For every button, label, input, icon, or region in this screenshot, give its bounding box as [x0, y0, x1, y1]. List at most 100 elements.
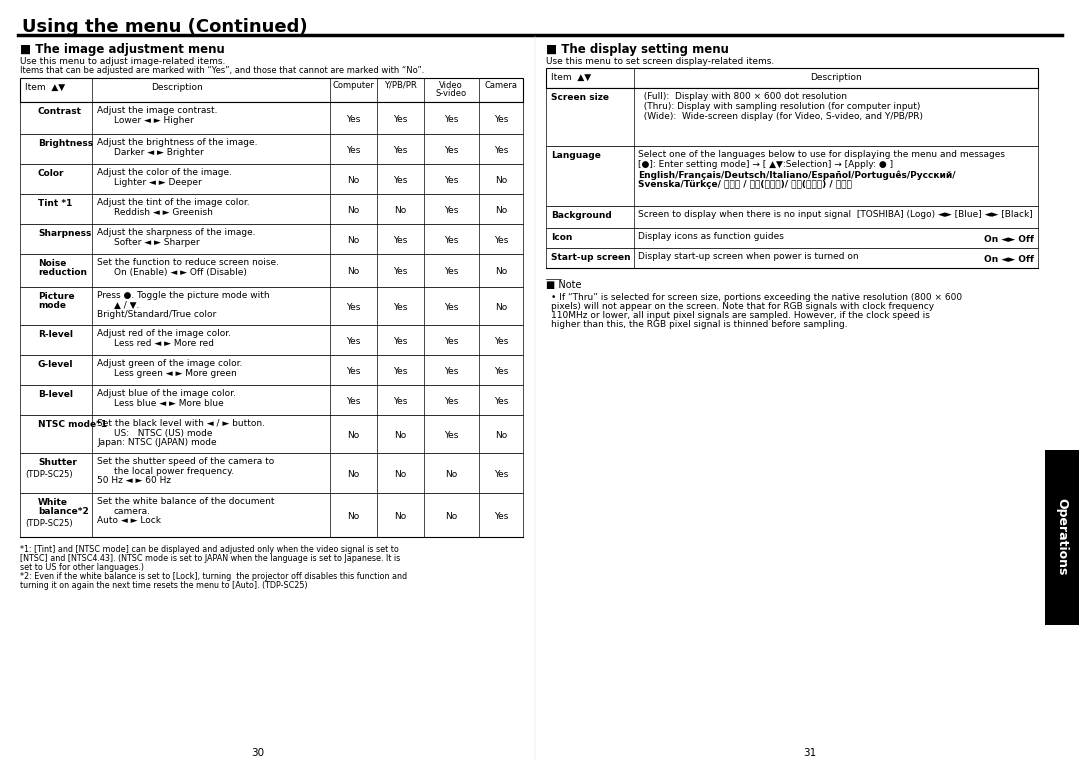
Text: Adjust the sharpness of the image.: Adjust the sharpness of the image. — [97, 228, 256, 237]
Text: Yes: Yes — [494, 367, 509, 376]
Text: Yes: Yes — [444, 236, 458, 245]
Text: Screen size: Screen size — [551, 93, 609, 102]
Text: Yes: Yes — [346, 115, 361, 124]
Text: Yes: Yes — [393, 146, 407, 155]
Text: No: No — [347, 176, 360, 185]
Text: Yes: Yes — [444, 267, 458, 276]
Text: B-level: B-level — [38, 390, 73, 399]
Text: Lower ◄ ► Higher: Lower ◄ ► Higher — [114, 116, 193, 125]
Text: mode: mode — [38, 301, 66, 310]
Text: (Wide):  Wide-screen display (for Video, S-video, and Y/PB/PR): (Wide): Wide-screen display (for Video, … — [638, 112, 923, 121]
Text: Yes: Yes — [393, 397, 407, 406]
Text: Adjust blue of the image color.: Adjust blue of the image color. — [97, 389, 235, 398]
Bar — [21, 325, 523, 355]
Text: Display start-up screen when power is turned on: Display start-up screen when power is tu… — [638, 252, 859, 261]
Text: Yes: Yes — [444, 146, 458, 155]
Text: No: No — [347, 512, 360, 521]
Text: Sharpness: Sharpness — [38, 229, 92, 238]
Text: Press ●. Toggle the picture mode with: Press ●. Toggle the picture mode with — [97, 291, 270, 300]
Text: Display icons as function guides: Display icons as function guides — [638, 232, 784, 241]
Text: NTSC mode*1: NTSC mode*1 — [38, 420, 107, 429]
Text: Yes: Yes — [494, 115, 509, 124]
Text: Less blue ◄ ► More blue: Less blue ◄ ► More blue — [114, 399, 224, 408]
Text: (TDP-SC25): (TDP-SC25) — [25, 470, 72, 479]
Text: Brightness: Brightness — [38, 139, 93, 148]
Text: S-video: S-video — [435, 89, 467, 98]
Text: Svenska/Türkçe/ 日本語 / 中文(简体字)/ 中文(繁體字) / 한국어: Svenska/Türkçe/ 日本語 / 中文(简体字)/ 中文(繁體字) /… — [638, 180, 852, 189]
Text: No: No — [495, 206, 508, 215]
Text: Noise: Noise — [38, 259, 66, 268]
Text: Set the shutter speed of the camera to: Set the shutter speed of the camera to — [97, 457, 274, 466]
Text: ▲ / ▼.: ▲ / ▼. — [114, 301, 139, 310]
Text: On (Enable) ◄ ► Off (Disable): On (Enable) ◄ ► Off (Disable) — [114, 268, 247, 277]
Text: ■ Note: ■ Note — [546, 280, 581, 290]
Text: Use this menu to adjust image-related items.: Use this menu to adjust image-related it… — [21, 57, 226, 66]
Bar — [21, 224, 523, 254]
Text: Set the black level with ◄ / ► button.: Set the black level with ◄ / ► button. — [97, 419, 265, 428]
Text: Yes: Yes — [444, 206, 458, 215]
Text: Yes: Yes — [346, 146, 361, 155]
Text: Description: Description — [810, 73, 862, 82]
Text: Yes: Yes — [444, 303, 458, 312]
Text: *1: [Tint] and [NTSC mode] can be displayed and adjusted only when the video sig: *1: [Tint] and [NTSC mode] can be displa… — [21, 545, 399, 554]
Text: R-level: R-level — [38, 330, 73, 339]
Text: the local power frequency.: the local power frequency. — [114, 467, 234, 476]
Text: Screen to display when there is no input signal  [TOSHIBA] (Logo) ◄► [Blue] ◄► [: Screen to display when there is no input… — [638, 210, 1032, 219]
Text: Shutter: Shutter — [38, 458, 77, 467]
Text: Yes: Yes — [393, 115, 407, 124]
Text: Yes: Yes — [393, 236, 407, 245]
Text: Darker ◄ ► Brighter: Darker ◄ ► Brighter — [114, 148, 204, 157]
Text: Bright/Standard/True color: Bright/Standard/True color — [97, 310, 216, 319]
Text: set to US for other languages.): set to US for other languages.) — [21, 563, 144, 572]
Text: Use this menu to set screen display-related items.: Use this menu to set screen display-rela… — [546, 57, 774, 66]
Text: Adjust the color of the image.: Adjust the color of the image. — [97, 168, 232, 177]
Text: 31: 31 — [804, 748, 816, 758]
Text: Color: Color — [38, 169, 65, 178]
Bar — [21, 102, 523, 134]
Text: (Full):  Display with 800 × 600 dot resolution: (Full): Display with 800 × 600 dot resol… — [638, 92, 847, 101]
Text: US:   NTSC (US) mode: US: NTSC (US) mode — [114, 429, 213, 438]
Bar — [21, 453, 523, 493]
Text: G-level: G-level — [38, 360, 73, 369]
Text: No: No — [445, 470, 457, 479]
Text: Adjust red of the image color.: Adjust red of the image color. — [97, 329, 231, 338]
Bar — [21, 493, 523, 537]
Text: Yes: Yes — [393, 176, 407, 185]
Text: pixels) will not appear on the screen. Note that for RGB signals with clock freq: pixels) will not appear on the screen. N… — [551, 302, 934, 311]
Text: ■ The display setting menu: ■ The display setting menu — [546, 43, 729, 56]
Text: (TDP-SC25): (TDP-SC25) — [25, 519, 72, 528]
Text: Yes: Yes — [494, 470, 509, 479]
Text: Adjust the tint of the image color.: Adjust the tint of the image color. — [97, 198, 249, 207]
Text: Yes: Yes — [444, 367, 458, 376]
Text: Start-up screen: Start-up screen — [551, 253, 631, 262]
Text: Set the white balance of the document: Set the white balance of the document — [97, 497, 274, 506]
Text: Yes: Yes — [393, 367, 407, 376]
Text: Adjust green of the image color.: Adjust green of the image color. — [97, 359, 242, 368]
Text: [NTSC] and [NTSC4.43]. (NTSC mode is set to JAPAN when the language is set to Ja: [NTSC] and [NTSC4.43]. (NTSC mode is set… — [21, 554, 401, 563]
Text: Background: Background — [551, 211, 611, 220]
Text: Yes: Yes — [494, 512, 509, 521]
Text: On ◄► Off: On ◄► Off — [984, 235, 1034, 244]
Text: Yes: Yes — [346, 367, 361, 376]
Text: No: No — [347, 431, 360, 440]
Text: 110MHz or lower, all input pixel signals are sampled. However, if the clock spee: 110MHz or lower, all input pixel signals… — [551, 311, 930, 320]
Text: Yes: Yes — [393, 337, 407, 346]
Bar — [21, 287, 523, 325]
Bar — [21, 254, 523, 287]
Text: Yes: Yes — [346, 337, 361, 346]
Text: Yes: Yes — [494, 146, 509, 155]
Text: On ◄► Off: On ◄► Off — [984, 255, 1034, 264]
Text: camera.: camera. — [114, 507, 151, 516]
Text: Yes: Yes — [393, 303, 407, 312]
Bar — [546, 206, 1038, 228]
Text: Yes: Yes — [346, 397, 361, 406]
Text: Description: Description — [151, 83, 203, 92]
Text: Yes: Yes — [444, 337, 458, 346]
Text: Reddish ◄ ► Greenish: Reddish ◄ ► Greenish — [114, 208, 213, 217]
Text: Adjust the brightness of the image.: Adjust the brightness of the image. — [97, 138, 257, 147]
Text: No: No — [495, 267, 508, 276]
Text: Y/PB/PR: Y/PB/PR — [383, 81, 417, 90]
Text: reduction: reduction — [38, 268, 87, 277]
Text: English/Français/Deutsch/Italiano/Español/Português/Русский/: English/Français/Deutsch/Italiano/Españo… — [638, 170, 956, 179]
Text: turning it on again the next time resets the menu to [Auto]. (TDP-SC25): turning it on again the next time resets… — [21, 581, 308, 590]
